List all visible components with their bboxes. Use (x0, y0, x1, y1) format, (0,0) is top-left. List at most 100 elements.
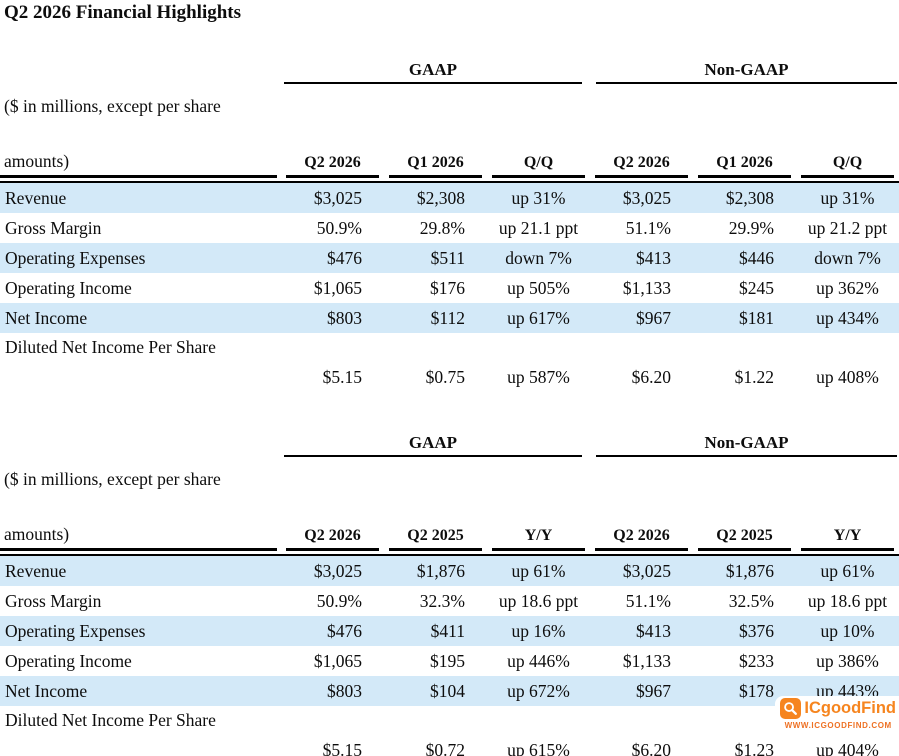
cell-value: $1,876 (725, 561, 774, 581)
column-header: Q2 2026 (590, 154, 693, 178)
cell-value: $3,025 (622, 188, 671, 208)
cell-value: $5.15 (322, 367, 362, 387)
column-header-label: Q1 2026 (389, 154, 482, 178)
watermark-url: WWW.ICGOODFIND.COM (784, 721, 892, 730)
table-row: Diluted Net Income Per Share (0, 706, 899, 735)
cell-value: $178 (739, 681, 774, 701)
cell-value: up 16% (511, 621, 566, 641)
column-header-label: Q/Q (492, 154, 585, 178)
table-row: Operating Income $1,065 $176 up 505% $1,133 $… (0, 273, 899, 303)
cell-value: 51.1% (625, 591, 671, 611)
group-header-gaap: GAAP (284, 433, 582, 457)
row-label: Net Income (5, 681, 88, 701)
cell-value: up 362% (816, 278, 879, 298)
cell-value: $3,025 (313, 561, 362, 581)
watermark-brand-row: ICgoodFind (780, 698, 896, 719)
cell-value: 29.9% (728, 218, 774, 238)
cell-value: $967 (636, 681, 671, 701)
cell-value: 50.9% (316, 218, 362, 238)
cell-value: up 21.2 ppt (807, 218, 888, 238)
column-header: Y/Y (487, 527, 590, 551)
cell-value: up 386% (816, 651, 879, 671)
cell-value: up 505% (507, 278, 570, 298)
cell-value: $446 (739, 248, 774, 268)
cell-value: $3,025 (622, 561, 671, 581)
row-label: Operating Income (5, 651, 132, 671)
group-header-row: GAAP Non-GAAP (0, 431, 899, 457)
watermark-name: ICgoodFind (804, 699, 896, 717)
table-row: Gross Margin 50.9% 29.8% up 21.1 ppt 51.1% 29… (0, 213, 899, 243)
cell-value: $6.20 (631, 740, 671, 756)
table-row: Operating Expenses $476 $511 down 7% $413 $44… (0, 243, 899, 273)
cell-value: $1.22 (734, 367, 774, 387)
cell-value: $6.20 (631, 367, 671, 387)
cell-value: $967 (636, 308, 671, 328)
page-title: Q2 2026 Financial Highlights (4, 2, 242, 23)
column-header: Q2 2025 (384, 527, 487, 551)
cell-value: up 615% (507, 740, 570, 756)
table-row: Operating Expenses $476 $411 up 16% $413 $376… (0, 616, 899, 646)
cell-value: $411 (430, 621, 465, 641)
units-note-line1: ($ in millions, except per share (4, 469, 221, 489)
cell-value: $413 (636, 621, 671, 641)
yoy-comparison-table: GAAP Non-GAAP ($ in millions, except per s… (0, 431, 899, 756)
units-note-line2: amounts) (0, 524, 277, 551)
cell-value: $245 (739, 278, 774, 298)
table-row: Net Income $803 $104 up 672% $967 $178 up 443% (0, 676, 899, 706)
cell-value: 32.5% (728, 591, 774, 611)
cell-value: up 31% (511, 188, 566, 208)
column-header-row: amounts) Q2 2026 Q2 2025 Y/Y Q2 2026 Q2 2025 Y… (0, 515, 899, 551)
column-header: Q/Q (796, 154, 899, 178)
header-rule (0, 181, 899, 183)
column-header: Q/Q (487, 154, 590, 178)
cell-value: up 408% (816, 367, 879, 387)
cell-value: up 18.6 ppt (807, 591, 888, 611)
table-row-values: $5.15 $0.75 up 587% $6.20 $1.22 up 408% (0, 362, 899, 392)
table-row: Diluted Net Income Per Share (0, 333, 899, 362)
group-header-non-gaap: Non-GAAP (596, 433, 897, 457)
group-header-non-gaap: Non-GAAP (596, 60, 897, 84)
column-header: Y/Y (796, 527, 899, 551)
cell-value: $1,133 (622, 278, 671, 298)
row-label: Diluted Net Income Per Share (5, 337, 216, 357)
column-header-label: Q2 2026 (595, 527, 688, 551)
column-header-label: Y/Y (492, 527, 585, 551)
group-header-gaap: GAAP (284, 60, 582, 84)
column-header: Q2 2026 (281, 527, 384, 551)
header-rule (0, 554, 899, 556)
qoq-comparison-table: GAAP Non-GAAP ($ in millions, except per s… (0, 58, 899, 392)
cell-value: $0.72 (425, 740, 465, 756)
row-label: Revenue (5, 561, 67, 581)
row-label: Diluted Net Income Per Share (5, 710, 216, 730)
column-header-label: Q2 2026 (595, 154, 688, 178)
column-header: Q1 2026 (384, 154, 487, 178)
cell-value: $176 (430, 278, 465, 298)
row-label-spacer (0, 735, 281, 756)
cell-value: $1.23 (734, 740, 774, 756)
cell-value: down 7% (814, 248, 881, 268)
cell-value: 32.3% (419, 591, 465, 611)
row-label: Operating Expenses (5, 248, 146, 268)
cell-value: up 587% (507, 367, 570, 387)
cell-value: down 7% (505, 248, 572, 268)
cell-value: up 672% (507, 681, 570, 701)
cell-value: $2,308 (725, 188, 774, 208)
row-label: Net Income (5, 308, 88, 328)
cell-value: up 61% (820, 561, 875, 581)
row-label: Gross Margin (5, 218, 102, 238)
cell-value: up 434% (816, 308, 879, 328)
row-label: Gross Margin (5, 591, 102, 611)
cell-value: $1,065 (313, 651, 362, 671)
row-label: Revenue (5, 188, 67, 208)
table-row: Revenue $3,025 $1,876 up 61% $3,025 $1,876 up … (0, 556, 899, 586)
cell-value: up 617% (507, 308, 570, 328)
table-row: Operating Income $1,065 $195 up 446% $1,133 $… (0, 646, 899, 676)
column-header-label: Y/Y (801, 527, 894, 551)
cell-value: $476 (327, 248, 362, 268)
cell-value: $413 (636, 248, 671, 268)
column-header-label: Q2 2025 (698, 527, 791, 551)
table-row-values: $5.15 $0.72 up 615% $6.20 $1.23 up 404% (0, 735, 899, 756)
column-header-label: Q/Q (801, 154, 894, 178)
column-header-label: Q2 2026 (286, 527, 379, 551)
